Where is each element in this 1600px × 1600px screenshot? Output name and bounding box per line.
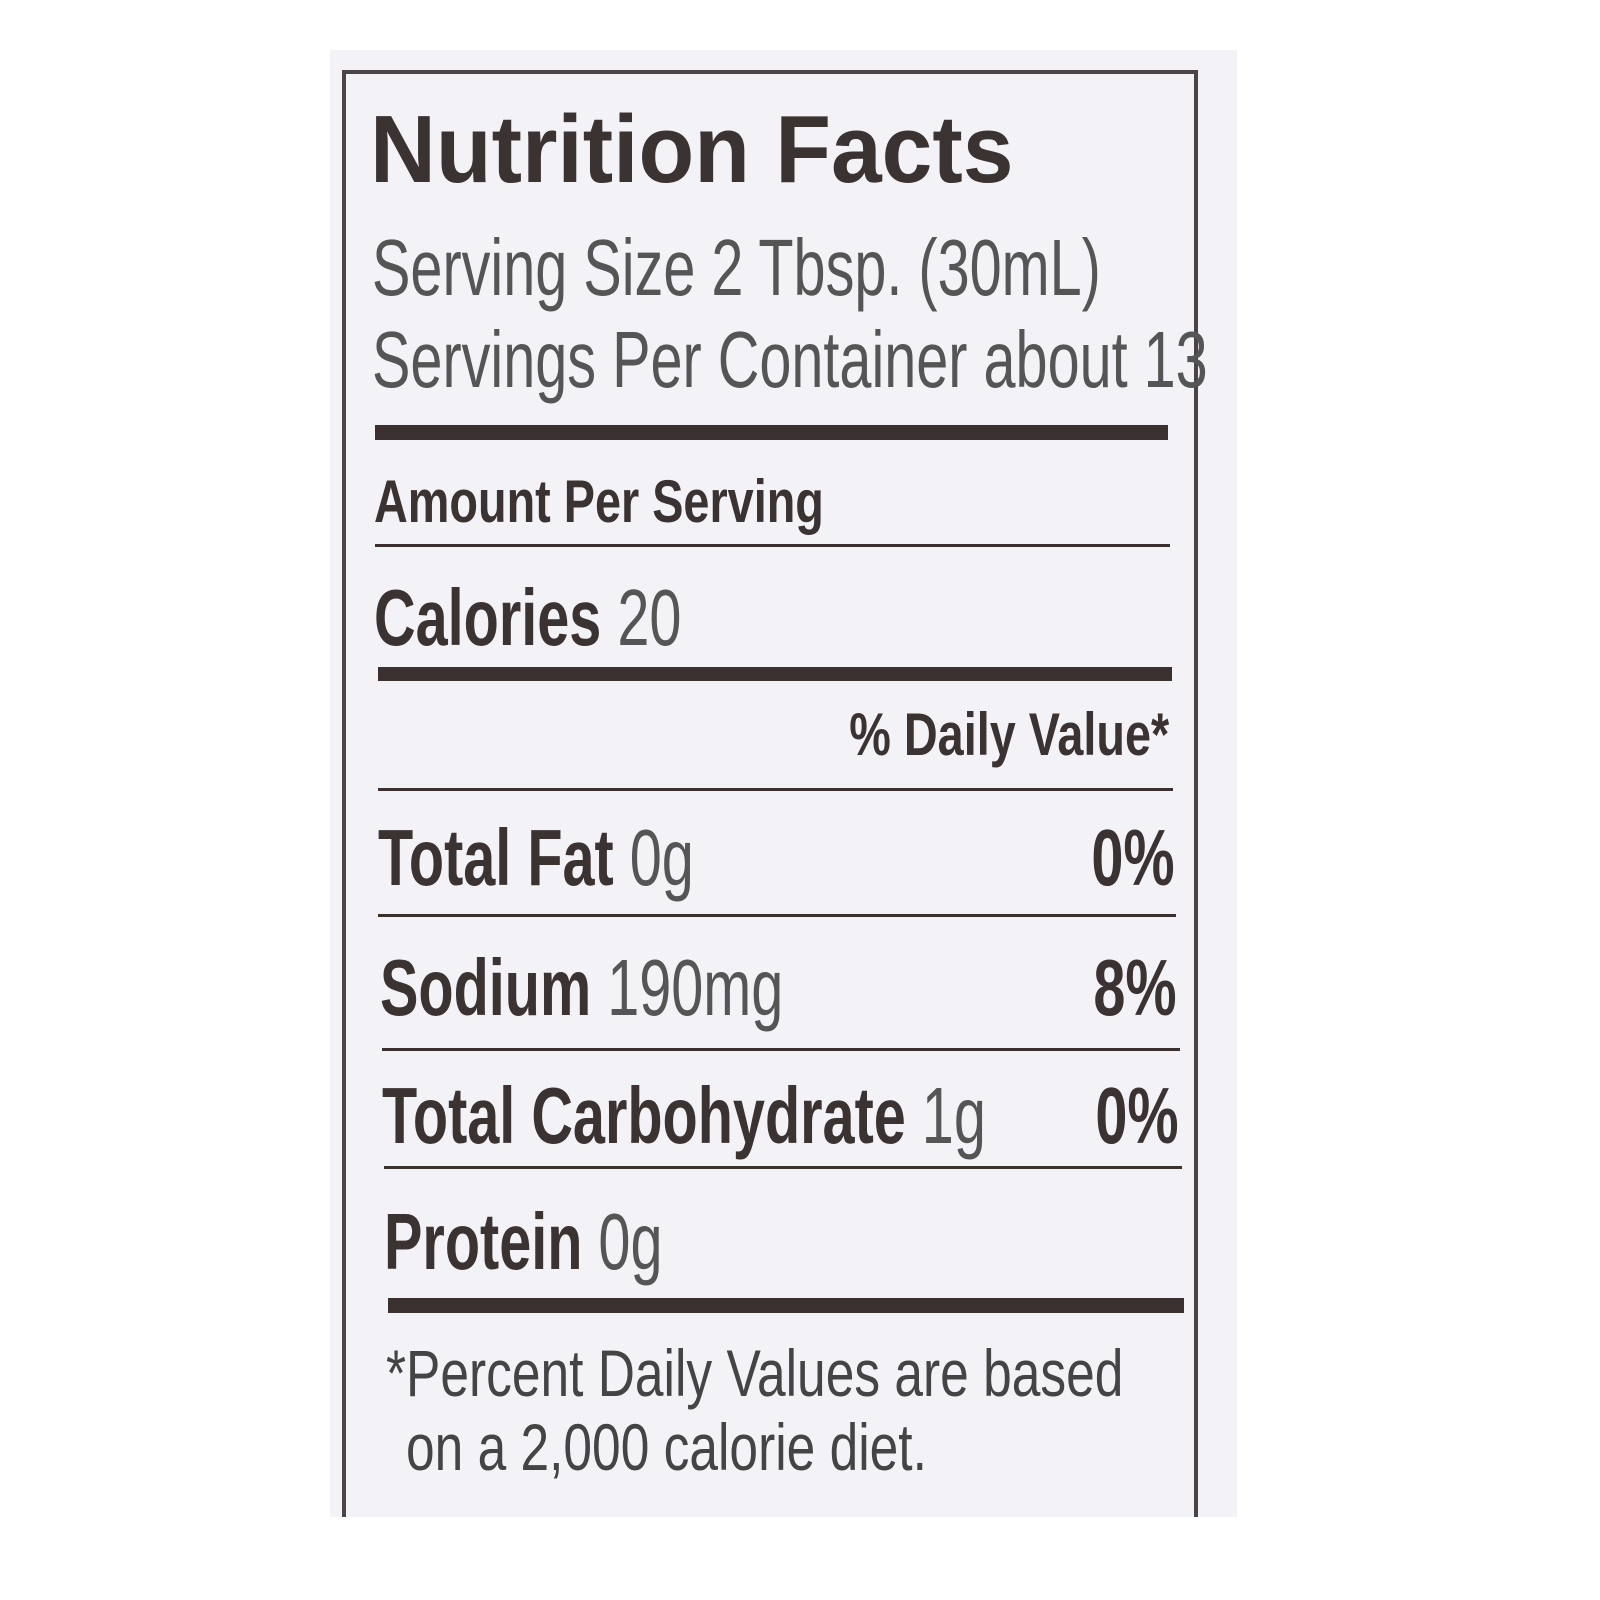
- divider: [378, 914, 1176, 917]
- daily-value-header: % Daily Value*: [849, 701, 1169, 768]
- title: Nutrition Facts: [370, 96, 1014, 203]
- nutrient-dv: 0%: [1091, 813, 1175, 902]
- nutrient-row-sodium: Sodium 190mg: [380, 948, 783, 1028]
- serving-size: Serving Size 2 Tbsp. (30mL): [372, 223, 1101, 312]
- nutrient-amount: 0g: [598, 1197, 663, 1286]
- calories-value: 20: [617, 573, 682, 662]
- footnote-line-2: on a 2,000 calorie diet.: [406, 1410, 927, 1484]
- servings-per-container: Servings Per Container about 13: [372, 315, 1208, 404]
- nutrition-facts-box: [342, 70, 1198, 1517]
- thick-divider: [375, 425, 1168, 440]
- divider: [382, 1048, 1180, 1051]
- nutrient-amount: 0g: [629, 813, 694, 902]
- nutrient-row-protein: Protein 0g: [384, 1202, 663, 1282]
- nutrient-dv: 0%: [1095, 1071, 1179, 1160]
- nutrient-row-total-fat: Total Fat 0g: [378, 818, 694, 898]
- nutrient-name: Sodium: [380, 943, 592, 1032]
- thick-divider: [388, 1298, 1184, 1313]
- footnote-line-1: *Percent Daily Values are based: [386, 1336, 1124, 1410]
- amount-per-serving: Amount Per Serving: [374, 468, 824, 535]
- nutrient-amount: 190mg: [607, 943, 784, 1032]
- thick-divider: [378, 667, 1172, 681]
- calories-label: Calories: [374, 573, 602, 662]
- nutrient-dv: 8%: [1093, 943, 1177, 1032]
- divider: [378, 788, 1173, 791]
- nutrient-row-total-carbohydrate: Total Carbohydrate 1g: [382, 1076, 986, 1156]
- nutrient-amount: 1g: [921, 1071, 986, 1160]
- label-panel: Nutrition Facts Serving Size 2 Tbsp. (30…: [330, 50, 1237, 1517]
- nutrient-name: Total Carbohydrate: [382, 1071, 906, 1160]
- nutrient-name: Protein: [384, 1197, 583, 1286]
- divider: [375, 544, 1170, 547]
- calories-row: Calories 20: [374, 578, 681, 658]
- nutrient-name: Total Fat: [378, 813, 614, 902]
- divider: [384, 1166, 1182, 1169]
